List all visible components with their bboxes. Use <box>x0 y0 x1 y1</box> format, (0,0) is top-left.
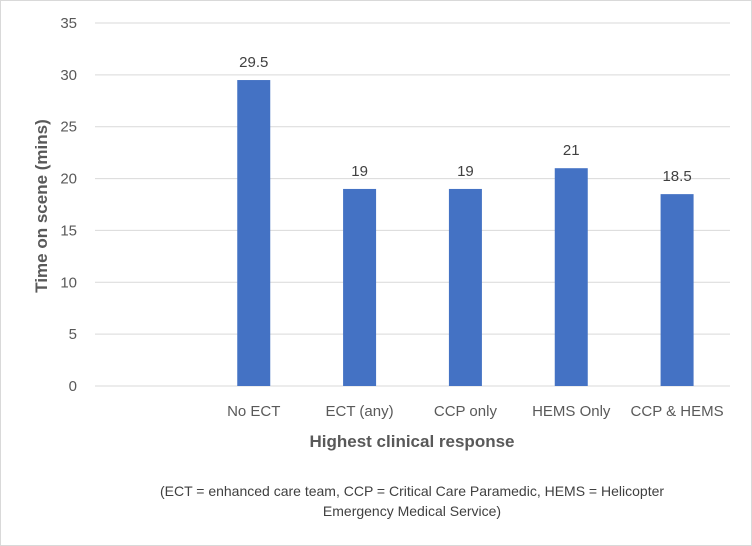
data-label: 19 <box>457 163 474 180</box>
y-axis-ticks: 0 5 10 15 20 25 30 35 <box>60 15 77 395</box>
y-tick-label: 35 <box>60 15 77 32</box>
y-tick-label: 25 <box>60 119 77 136</box>
y-tick-label: 5 <box>69 326 77 343</box>
data-labels: 29.5 19 19 21 18.5 <box>239 54 692 185</box>
y-tick-label: 10 <box>60 274 77 291</box>
x-axis-ticks: No ECT ECT (any) CCP only HEMS Only CCP & HE… <box>227 403 724 420</box>
y-tick-label: 20 <box>60 171 77 188</box>
x-axis-title: Highest clinical response <box>309 432 514 451</box>
gridlines <box>95 22 730 387</box>
bar <box>448 188 482 386</box>
x-tick-label: CCP only <box>434 403 498 420</box>
x-tick-label: HEMS Only <box>532 403 611 420</box>
data-label: 29.5 <box>239 54 268 71</box>
data-label: 21 <box>563 142 580 159</box>
footnote-line-2: Emergency Medical Service) <box>323 503 501 519</box>
y-tick-label: 0 <box>69 378 77 395</box>
bar <box>554 168 588 386</box>
bar <box>237 80 271 387</box>
y-tick-label: 15 <box>60 222 77 239</box>
data-label: 18.5 <box>662 168 691 185</box>
bar <box>343 188 377 386</box>
y-axis-title: Time on scene (mins) <box>32 119 51 293</box>
x-tick-label: No ECT <box>227 403 280 420</box>
bar <box>660 194 694 386</box>
data-label: 19 <box>351 163 368 180</box>
bars <box>237 80 694 387</box>
x-tick-label: ECT (any) <box>326 403 394 420</box>
x-tick-label: CCP & HEMS <box>631 403 724 420</box>
footnote-line-1: (ECT = enhanced care team, CCP = Critica… <box>160 483 664 499</box>
y-tick-label: 30 <box>60 67 77 84</box>
